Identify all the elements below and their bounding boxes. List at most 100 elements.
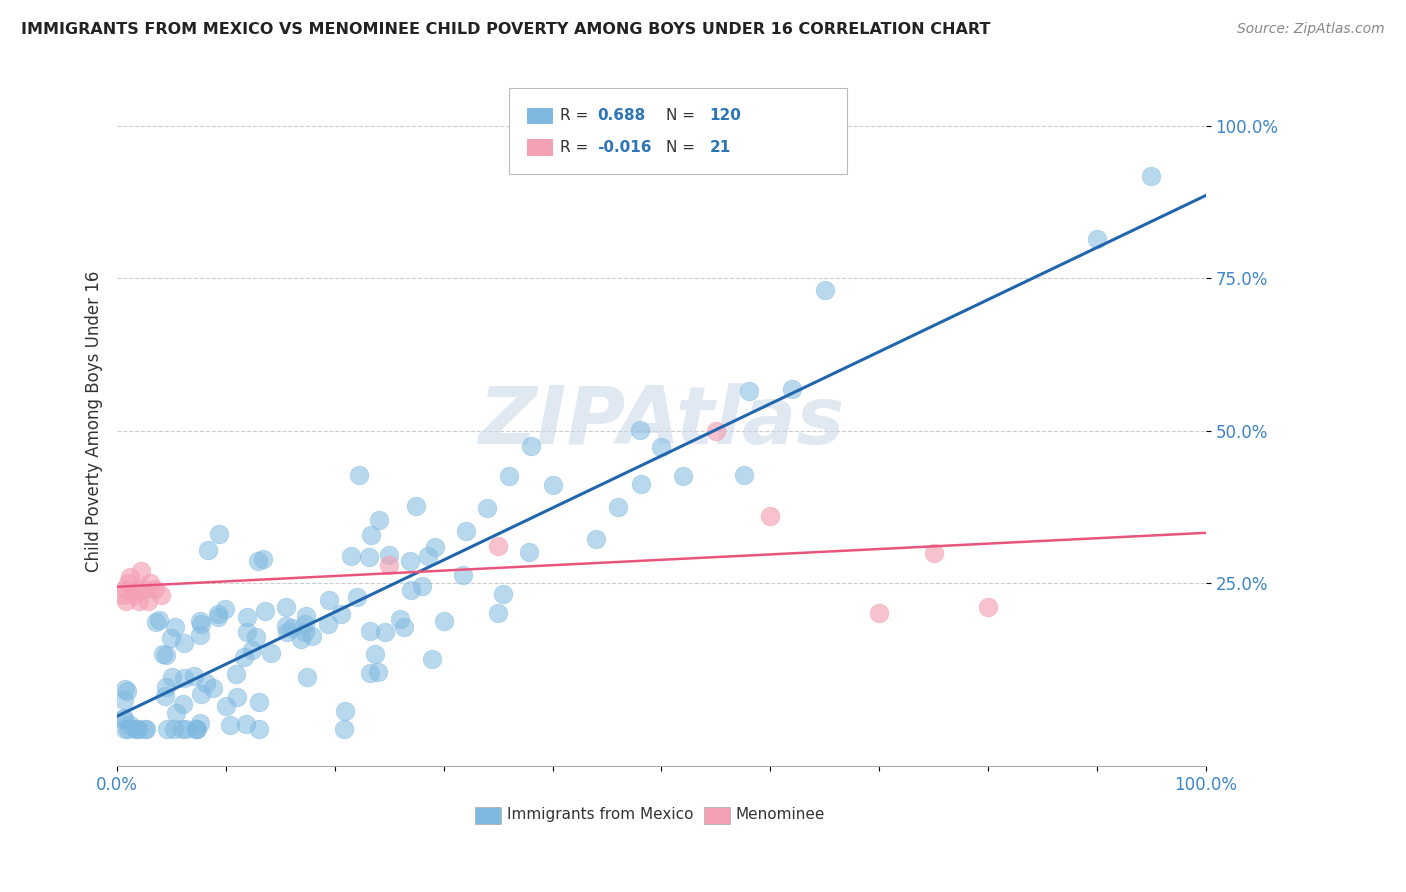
- Point: [297, 670, 319, 684]
- Point: [186, 723, 208, 737]
- Point: [628, 423, 651, 437]
- Point: [360, 527, 382, 541]
- FancyBboxPatch shape: [526, 108, 553, 124]
- Point: [236, 625, 259, 640]
- Point: [195, 675, 218, 690]
- Point: [190, 687, 212, 701]
- Text: Menominee: Menominee: [735, 807, 825, 822]
- Point: [136, 594, 159, 608]
- Point: [630, 477, 652, 491]
- Point: [114, 723, 136, 737]
- Point: [486, 540, 509, 554]
- Point: [252, 552, 274, 566]
- FancyBboxPatch shape: [475, 807, 502, 823]
- Point: [170, 723, 193, 737]
- Point: [214, 602, 236, 616]
- Point: [420, 651, 443, 665]
- Point: [359, 550, 381, 565]
- Point: [367, 513, 389, 527]
- Point: [399, 582, 422, 597]
- Point: [301, 629, 323, 643]
- Point: [650, 440, 672, 454]
- Point: [759, 509, 782, 524]
- Point: [143, 582, 166, 596]
- Point: [148, 613, 170, 627]
- Point: [232, 650, 254, 665]
- Point: [173, 671, 195, 685]
- Point: [253, 604, 276, 618]
- Point: [517, 545, 540, 559]
- Point: [977, 600, 1000, 615]
- Point: [190, 628, 212, 642]
- FancyBboxPatch shape: [509, 87, 846, 174]
- Point: [155, 648, 177, 663]
- Point: [378, 558, 401, 572]
- Point: [120, 570, 142, 584]
- Point: [340, 549, 363, 563]
- Point: [733, 468, 755, 483]
- Point: [411, 579, 433, 593]
- Point: [294, 608, 316, 623]
- Point: [374, 625, 396, 640]
- Point: [245, 631, 267, 645]
- Point: [111, 588, 134, 602]
- Point: [186, 723, 208, 737]
- Point: [364, 647, 387, 661]
- Point: [389, 612, 412, 626]
- Point: [347, 468, 370, 483]
- Point: [117, 576, 139, 591]
- Point: [134, 723, 156, 737]
- Point: [359, 624, 381, 639]
- Point: [359, 665, 381, 680]
- Point: [159, 631, 181, 645]
- Point: [247, 723, 270, 737]
- Point: [225, 667, 247, 681]
- Y-axis label: Child Poverty Among Boys Under 16: Child Poverty Among Boys Under 16: [86, 271, 103, 573]
- Point: [129, 564, 152, 578]
- Point: [453, 567, 475, 582]
- Point: [399, 554, 422, 568]
- Point: [433, 614, 456, 628]
- Point: [112, 711, 135, 725]
- Point: [814, 283, 837, 297]
- Point: [246, 554, 269, 568]
- Point: [215, 699, 238, 714]
- Point: [111, 712, 134, 726]
- Point: [247, 695, 270, 709]
- Text: ZIPAtlas: ZIPAtlas: [478, 383, 845, 460]
- Point: [294, 617, 316, 632]
- Point: [207, 607, 229, 622]
- Point: [274, 599, 297, 614]
- Point: [281, 621, 304, 635]
- Text: 0.688: 0.688: [598, 108, 645, 123]
- Point: [183, 669, 205, 683]
- Point: [197, 543, 219, 558]
- Point: [166, 706, 188, 720]
- Point: [378, 548, 401, 562]
- Point: [780, 382, 803, 396]
- Point: [477, 501, 499, 516]
- Point: [118, 718, 141, 732]
- Text: Source: ZipAtlas.com: Source: ZipAtlas.com: [1237, 22, 1385, 37]
- FancyBboxPatch shape: [526, 139, 553, 156]
- Text: N =: N =: [666, 140, 700, 155]
- Point: [114, 693, 136, 707]
- Point: [218, 718, 240, 732]
- Point: [454, 524, 477, 538]
- Point: [160, 670, 183, 684]
- Point: [333, 723, 356, 737]
- Point: [122, 588, 145, 602]
- Point: [492, 586, 515, 600]
- Point: [1085, 232, 1108, 246]
- Point: [134, 582, 156, 596]
- Point: [173, 636, 195, 650]
- Point: [201, 681, 224, 696]
- Point: [128, 594, 150, 608]
- Point: [235, 717, 257, 731]
- Point: [139, 576, 162, 591]
- Point: [114, 582, 136, 596]
- Text: Immigrants from Mexico: Immigrants from Mexico: [508, 807, 693, 822]
- Point: [276, 619, 298, 633]
- Point: [290, 632, 312, 646]
- Point: [672, 469, 695, 483]
